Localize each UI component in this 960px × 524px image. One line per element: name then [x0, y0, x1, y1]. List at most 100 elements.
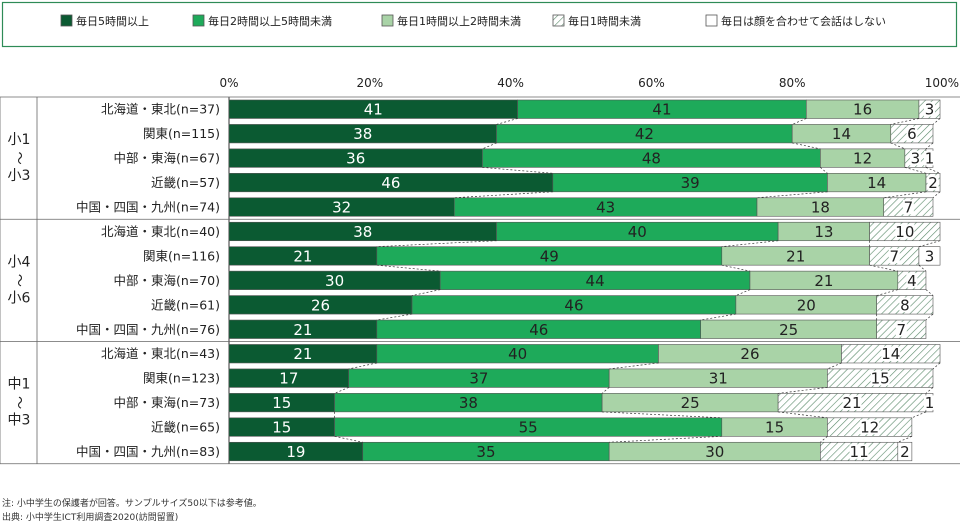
- value-label-bg: [906, 273, 918, 288]
- connector-line: [334, 387, 349, 394]
- value-label: 12: [853, 150, 872, 168]
- value-label: 14: [881, 345, 900, 363]
- value-label-bg: [895, 322, 907, 337]
- connector-line: [932, 362, 941, 370]
- x-tick-label: 20%: [356, 76, 383, 90]
- value-label: 6: [907, 125, 917, 143]
- value-label-bg: [923, 395, 935, 410]
- category-label: 中部・東海(n=70): [113, 273, 220, 288]
- value-label: 31: [709, 370, 728, 388]
- group-label-start: 小4: [8, 254, 31, 270]
- value-label-bg: [899, 444, 911, 459]
- connector-line: [721, 240, 779, 248]
- value-label: 16: [853, 101, 872, 119]
- value-label: 10: [895, 223, 914, 241]
- value-label: 3: [925, 247, 935, 265]
- value-label: 14: [867, 174, 886, 192]
- value-label: 15: [871, 370, 890, 388]
- value-label-bg: [849, 444, 869, 459]
- legend-label: 毎日1時間未満: [568, 15, 641, 28]
- value-label: 8: [900, 296, 910, 314]
- category-label: 北海道・東北(n=43): [101, 346, 220, 361]
- value-label: 7: [897, 321, 907, 339]
- value-label: 25: [779, 321, 798, 339]
- group-label-start: 小1: [8, 132, 31, 148]
- connector-line: [601, 387, 610, 394]
- group-label-tilde: 〜: [11, 152, 26, 165]
- legend-label: 毎日1時間以上2時間未満: [397, 15, 521, 28]
- value-label: 42: [635, 125, 654, 143]
- value-label-bg: [895, 224, 915, 239]
- value-label: 37: [469, 370, 488, 388]
- x-tick-label: 40%: [497, 76, 524, 90]
- connector-line: [721, 264, 751, 272]
- value-label: 30: [325, 272, 344, 290]
- value-label: 18: [811, 199, 830, 217]
- value-label: 26: [311, 296, 330, 314]
- value-label-bg: [909, 150, 921, 166]
- source-note: 出典: 小中学生ICT利用調査2020(訪問留置): [2, 513, 179, 523]
- connector-line: [869, 264, 898, 272]
- connector-line: [376, 313, 413, 321]
- connector-line: [890, 118, 919, 125]
- value-label: 46: [529, 321, 548, 339]
- value-label: 12: [860, 419, 879, 437]
- category-label: 近畿(n=61): [151, 297, 220, 312]
- value-label: 38: [459, 394, 478, 412]
- group-label-start: 中1: [8, 377, 31, 393]
- connector-line: [932, 118, 941, 125]
- value-label: 21: [293, 321, 312, 339]
- legend-box: [1, 1, 958, 48]
- connector-line: [376, 240, 497, 248]
- connector-line: [883, 191, 927, 199]
- value-label: 21: [293, 345, 312, 363]
- value-label: 21: [842, 394, 861, 412]
- legend-swatch: [552, 14, 565, 27]
- connector-line: [925, 289, 934, 296]
- group-label-end: 小3: [8, 168, 31, 184]
- value-label: 21: [786, 247, 805, 265]
- category-label: 北海道・東北(n=37): [101, 102, 220, 117]
- value-label-bg: [888, 248, 900, 264]
- connector-line: [792, 142, 821, 150]
- group-label-end: 小6: [8, 290, 31, 306]
- connector-line: [897, 436, 913, 443]
- category-label: 関東(n=116): [143, 248, 220, 263]
- value-label-bg: [906, 126, 918, 141]
- category-label: 中部・東海(n=67): [113, 151, 220, 166]
- value-label: 14: [832, 125, 851, 143]
- connector-line: [827, 362, 842, 370]
- value-label: 2: [900, 443, 910, 461]
- value-label: 15: [765, 419, 784, 437]
- value-label-bg: [923, 101, 935, 117]
- value-label: 46: [381, 174, 400, 192]
- value-label: 21: [293, 247, 312, 265]
- value-label: 25: [681, 394, 700, 412]
- connector-line: [609, 435, 722, 443]
- x-tick-label: 100%: [925, 76, 959, 90]
- x-tick-label: 0%: [219, 76, 238, 90]
- connector-line: [454, 191, 553, 199]
- group-label-tilde: 〜: [11, 274, 26, 287]
- connector-line: [482, 142, 497, 150]
- value-label: 26: [740, 345, 759, 363]
- legend-label: 毎日5時間以上: [76, 15, 149, 28]
- connector-line: [820, 436, 828, 443]
- value-label: 7: [890, 247, 900, 265]
- value-label: 49: [540, 247, 559, 265]
- category-label: 近畿(n=65): [151, 420, 220, 435]
- value-label: 32: [332, 199, 351, 217]
- value-label: 39: [681, 174, 700, 192]
- connector-line: [925, 313, 934, 321]
- connector-line: [778, 411, 828, 419]
- connector-line: [890, 142, 905, 150]
- category-label: 関東(n=115): [143, 126, 220, 141]
- x-tick-label: 60%: [638, 76, 665, 90]
- x-tick-label: 80%: [779, 76, 806, 90]
- value-label: 38: [353, 125, 372, 143]
- connector-line: [376, 264, 441, 272]
- value-label: 11: [850, 443, 869, 461]
- value-label: 48: [642, 150, 661, 168]
- value-label-bg: [923, 150, 935, 166]
- value-label: 43: [596, 199, 615, 217]
